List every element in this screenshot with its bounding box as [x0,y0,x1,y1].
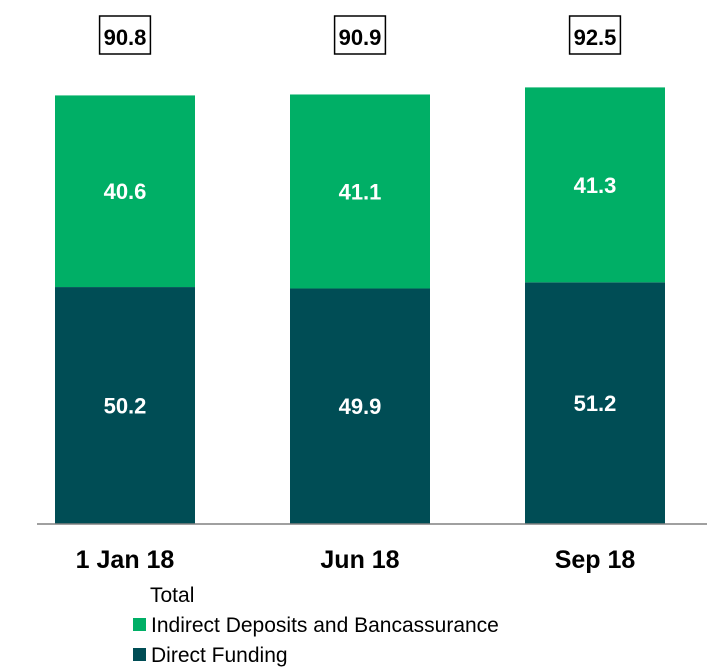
total-value-label-0: 90.8 [104,25,147,50]
bar-direct-funding-0 [55,287,195,524]
legend-entry-total: Total [150,584,194,607]
total-box-0 [98,15,152,55]
bar-direct-funding-1 [290,288,430,524]
bar-value-label-indirect-deposits-0: 40.6 [104,179,147,204]
legend-entry-direct-funding: Direct Funding [151,644,288,667]
legend-entry-indirect-deposits: Indirect Deposits and Bancassurance [151,614,499,637]
total-box-1 [333,15,387,55]
legend-swatch-indirect-deposits [133,618,146,631]
legend-swatch-direct-funding [133,648,146,661]
legend: Total Indirect Deposits and Bancassurance… [133,584,499,667]
bar-indirect-deposits-2 [525,87,665,283]
bar-indirect-deposits-1 [290,94,430,289]
x-tick-label-2: Sep 18 [555,546,636,574]
total-value-label-2: 92.5 [574,25,617,50]
bar-value-label-indirect-deposits-1: 41.1 [339,179,382,204]
bar-indirect-deposits-0 [55,95,195,288]
bar-value-label-direct-funding-0: 50.2 [104,394,147,419]
total-box-2 [568,15,622,55]
bars-layer: 50.2 40.6 49.9 41.1 51.2 41.3 [55,87,665,524]
totals-layer: 90.8 90.9 92.5 [98,15,622,55]
bar-value-label-direct-funding-2: 51.2 [574,391,617,416]
x-tick-labels: 1 Jan 18 Jun 18 Sep 18 [76,546,636,574]
total-value-label-1: 90.9 [339,25,382,50]
bar-value-label-indirect-deposits-2: 41.3 [574,173,617,198]
bar-direct-funding-2 [525,282,665,524]
x-tick-label-1: Jun 18 [320,546,399,574]
x-tick-label-0: 1 Jan 18 [76,546,175,574]
bar-value-label-direct-funding-1: 49.9 [339,394,382,419]
